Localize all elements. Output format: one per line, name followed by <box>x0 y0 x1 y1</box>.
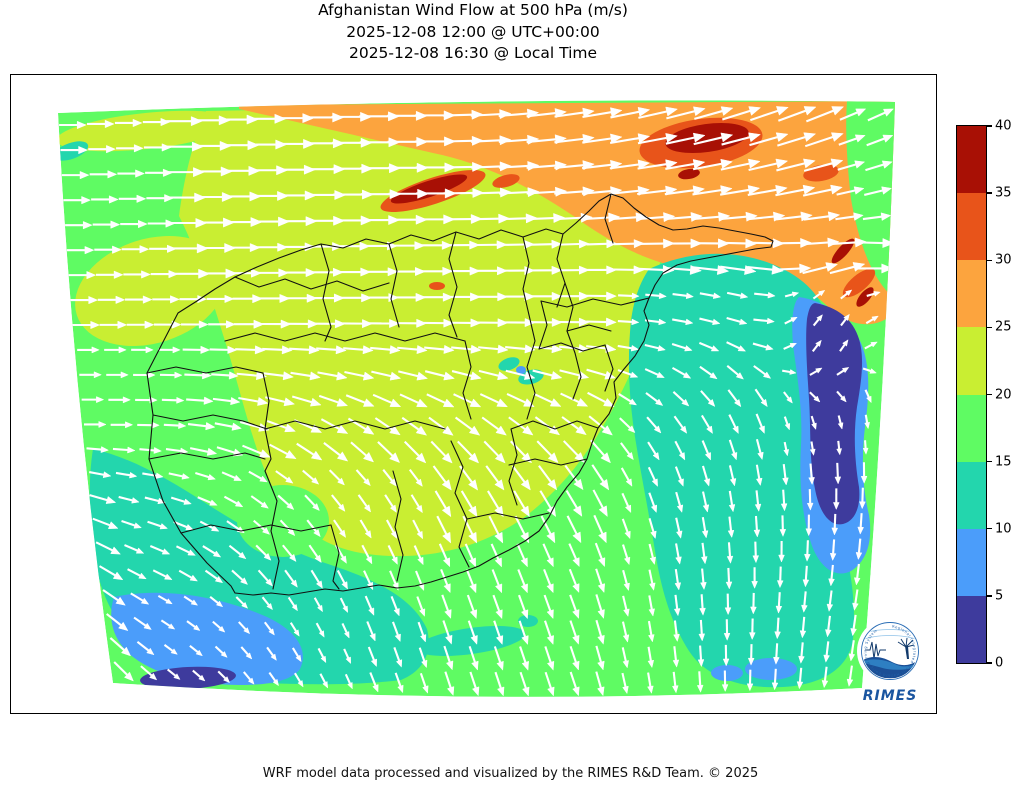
colorbar-tick <box>987 460 992 463</box>
speed-region-15-20 <box>846 101 895 299</box>
logo-palm-tree-icon <box>905 646 909 659</box>
wind-map <box>58 100 895 697</box>
speed-region-5-10 <box>711 665 743 681</box>
colorbar-tick <box>987 326 992 329</box>
colorbar-segment-30-35 <box>957 192 986 261</box>
colorbar-tick <box>987 595 992 597</box>
colorbar-tick <box>987 192 992 194</box>
speed-region-35-40 <box>831 238 855 264</box>
speed-region-20-25 <box>75 235 227 347</box>
speed-region-35-40 <box>856 287 874 307</box>
colorbar-tick-label: 10 <box>995 521 1012 537</box>
colorbar-tick-label: 5 <box>995 588 1004 604</box>
colorbar-segment-5-10 <box>957 528 986 596</box>
colorbar-tick-label: 20 <box>995 387 1012 402</box>
speed-region-5-10 <box>516 366 526 374</box>
map-axes <box>10 74 937 714</box>
colorbar-segment-35-40 <box>957 125 986 194</box>
speed-region-0-5 <box>806 303 863 525</box>
rimes-logo: Regional Integrated Multi-Hazard Early W… <box>857 618 923 704</box>
figure-title-block: Afghanistan Wind Flow at 500 hPa (m/s) 2… <box>10 0 936 65</box>
speed-region-0-5 <box>140 666 236 690</box>
speed-region-5-10 <box>745 658 797 680</box>
speed-region-10-15 <box>498 357 520 371</box>
wind-speed-field <box>58 100 895 697</box>
colorbar-tick <box>987 125 992 127</box>
speed-region-10-15 <box>518 615 538 627</box>
footer-credit: WRF model data processed and visualized … <box>262 766 759 781</box>
colorbar-segment-20-25 <box>957 326 986 395</box>
colorbar-tick <box>987 662 992 664</box>
speed-region-35-40 <box>390 174 468 204</box>
logo-wordmark: RIMES <box>863 688 918 704</box>
colorbar-tick-label: 35 <box>995 185 1012 201</box>
wind-arrows <box>59 106 895 697</box>
colorbar-tick-label: 30 <box>995 252 1012 268</box>
colorbar-tick-label: 15 <box>995 454 1012 470</box>
colorbar <box>956 125 987 664</box>
speed-region-5-10 <box>111 592 303 685</box>
colorbar-tick <box>987 528 992 530</box>
province-boundaries <box>146 193 774 596</box>
colorbar-tick-label: 25 <box>995 319 1012 335</box>
colorbar-tick <box>987 259 992 261</box>
colorbar-tick-label: 40 <box>995 118 1012 134</box>
colorbar-segment-25-30 <box>957 259 986 328</box>
logo-seismogram-icon <box>865 641 886 660</box>
figure-subtitle-utc: 2025-12-08 12:00 @ UTC+00:00 <box>346 22 600 41</box>
colorbar-tick-label: 0 <box>995 655 1004 671</box>
figure-subtitle-local: 2025-12-08 16:30 @ Local Time <box>348 44 598 62</box>
colorbar-segment-10-15 <box>957 461 986 529</box>
figure-title: Afghanistan Wind Flow at 500 hPa (m/s) <box>318 1 628 19</box>
speed-region-35-40 <box>678 168 700 180</box>
colorbar-segment-0-5 <box>957 595 986 663</box>
speed-region-30-35 <box>492 174 520 188</box>
colorbar-segment-15-20 <box>957 394 986 462</box>
colorbar-tick <box>987 393 992 396</box>
speed-region-35-40 <box>665 122 749 154</box>
speed-region-30-35 <box>429 282 445 290</box>
logo-artwork <box>862 629 918 679</box>
